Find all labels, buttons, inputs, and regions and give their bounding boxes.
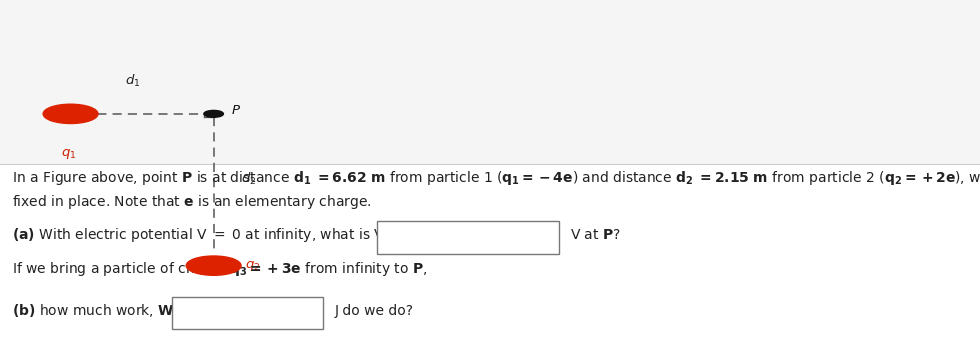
Text: J do we do?: J do we do? (335, 304, 415, 317)
Bar (0, 0, 980, 164)
Text: $P$: $P$ (231, 104, 241, 117)
Text: $d_1$: $d_1$ (124, 73, 140, 89)
Circle shape (186, 256, 241, 275)
Text: V at $\mathbf{P}$?: V at $\mathbf{P}$? (570, 228, 621, 242)
Text: fixed in place. Note that $\mathbf{e}$ is an elementary charge.: fixed in place. Note that $\mathbf{e}$ i… (12, 193, 371, 211)
Text: $\mathbf{(a)}$ With electric potential V $=$ 0 at infinity, what is V$_\mathbf{P: $\mathbf{(a)}$ With electric potential V… (12, 226, 410, 244)
Text: $\mathbf{(b)}$ how much work, $\mathbf{W}$ $=$: $\mathbf{(b)}$ how much work, $\mathbf{W… (12, 302, 192, 319)
Bar (377, 221, 559, 254)
Text: $q_1$: $q_1$ (61, 147, 76, 160)
Text: $d_2$: $d_2$ (241, 171, 257, 187)
Bar (172, 297, 323, 329)
Text: $q_2$: $q_2$ (245, 259, 261, 273)
Text: If we bring a particle of charge $\mathbf{q_3 = +3e}$ from infinity to $\mathbf{: If we bring a particle of charge $\mathb… (12, 260, 427, 278)
Circle shape (43, 104, 98, 124)
Text: In a Figure above, point $\mathbf{P}$ is at distance $\mathbf{d_1}$ $\mathbf{= 6: In a Figure above, point $\mathbf{P}$ is… (12, 169, 980, 187)
Circle shape (204, 110, 223, 117)
